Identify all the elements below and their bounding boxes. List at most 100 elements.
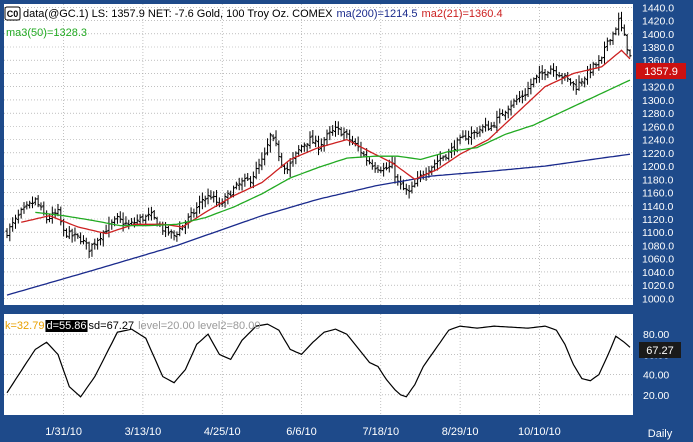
price-bar — [234, 181, 238, 190]
price-tick-label: 1280.0 — [642, 108, 674, 120]
price-bar — [274, 130, 278, 147]
price-bar — [308, 131, 312, 149]
price-tick-label: 1100.0 — [642, 227, 673, 239]
last-price-text: 1357.9 — [644, 66, 678, 78]
price-bar — [73, 227, 77, 242]
x-axis: 1/31/10 3/13/10 4/25/10 6/6/10 7/18/10 8/29/1… — [45, 426, 561, 438]
price-bar — [124, 216, 128, 226]
price-bar — [382, 162, 386, 177]
price-tick-label: 1220.0 — [642, 148, 674, 160]
price-bar — [384, 162, 389, 171]
price-tick-label: 1300.0 — [642, 95, 674, 107]
ma200-legend: ma(200)=1214.5 — [337, 8, 418, 20]
price-bar — [328, 126, 332, 141]
price-bar — [206, 188, 210, 205]
last-price-box — [636, 63, 686, 79]
price-bar — [200, 192, 204, 210]
price-tick-label: 1240.0 — [642, 135, 674, 147]
price-bar — [316, 135, 321, 156]
price-bar — [16, 209, 20, 224]
price-bar — [367, 157, 372, 165]
price-bar — [248, 176, 253, 188]
ma50-line — [35, 79, 631, 227]
price-bar — [537, 65, 541, 83]
price-bar — [166, 225, 171, 236]
price-bar — [87, 241, 91, 259]
price-bar — [93, 238, 97, 250]
price-bar — [319, 138, 323, 152]
price-bar — [263, 147, 267, 166]
price-tick-label: 1020.0 — [642, 280, 674, 292]
price-bar — [152, 210, 156, 220]
price-bar — [195, 202, 199, 218]
price-bar — [30, 196, 35, 209]
x-tick-label: 4/25/10 — [204, 426, 241, 438]
price-bar — [271, 134, 275, 142]
price-bar — [331, 125, 335, 136]
price-bar — [486, 120, 491, 131]
price-bar — [583, 76, 587, 88]
price-bar — [226, 190, 230, 205]
price-bar — [13, 214, 18, 229]
header-line: data(@GC.1) LS: 1357.9 NET: -7.6 Gold, 1… — [23, 8, 503, 20]
price-bar — [209, 190, 213, 200]
symbol-icon-bg — [4, 6, 21, 21]
price-bar — [288, 158, 292, 177]
price-bar — [314, 135, 318, 148]
price-bar — [265, 138, 270, 156]
price-bar — [441, 155, 445, 162]
symbol-icon-text: C0 — [7, 9, 19, 19]
price-bar — [39, 202, 43, 211]
price-bar — [11, 217, 15, 232]
price-bar — [36, 195, 40, 208]
price-bar — [580, 78, 584, 87]
price-tick-label: 1180.0 — [642, 174, 673, 186]
price-bar — [492, 121, 496, 129]
price-bar — [76, 233, 80, 239]
price-bar — [622, 24, 626, 36]
price-bar — [517, 90, 522, 103]
price-bar — [458, 134, 462, 145]
price-bar — [625, 33, 629, 55]
price-bar — [475, 127, 479, 138]
price-bar — [192, 208, 196, 218]
price-bar — [28, 200, 32, 209]
stoch-tick-label: 40.00 — [643, 370, 669, 382]
price-tick-label: 1200.0 — [642, 161, 674, 173]
price-tick-label: 1120.0 — [642, 214, 673, 226]
price-bar — [466, 130, 471, 145]
ma21-legend: ma2(21)=1360.4 — [422, 8, 503, 20]
x-tick-label: 1/31/10 — [45, 426, 82, 438]
stoch-tick-label: 20.00 — [643, 390, 669, 402]
price-bar — [515, 94, 519, 105]
price-bar — [70, 228, 74, 243]
price-bar — [90, 243, 94, 257]
stoch-value-box — [639, 342, 681, 358]
price-bar — [172, 230, 176, 241]
price-bar — [104, 224, 108, 234]
price-bar — [243, 173, 247, 187]
stoch-series-layer — [6, 323, 631, 398]
price-bar — [617, 12, 621, 36]
price-bar — [64, 228, 69, 238]
price-bar — [520, 90, 524, 104]
price-tick-label: 1060.0 — [642, 254, 674, 266]
price-bar — [169, 229, 173, 239]
price-bar — [376, 164, 380, 173]
price-bar — [628, 49, 632, 58]
stoch-header: k=32.79 d=55.86 sd=67.27 level=20.00 level2… — [5, 320, 260, 332]
price-bar — [203, 195, 207, 208]
x-tick-label: 6/6/10 — [286, 426, 317, 438]
price-tick-label: 1380.0 — [642, 42, 674, 54]
price-bar — [506, 105, 510, 119]
price-bar — [449, 142, 454, 159]
price-bar — [336, 121, 340, 135]
ma50-legend: ma3(50)=1328.3 — [6, 27, 87, 39]
price-bar — [149, 206, 154, 221]
price-bar — [577, 75, 581, 91]
price-bar — [325, 129, 329, 146]
price-bar — [146, 207, 151, 221]
price-tick-label: 1040.0 — [642, 267, 674, 279]
chart-header: C0 data(@GC.1) LS: 1357.9 NET: -7.6 Gold… — [4, 6, 503, 39]
price-tick-label: 1320.0 — [642, 82, 674, 94]
